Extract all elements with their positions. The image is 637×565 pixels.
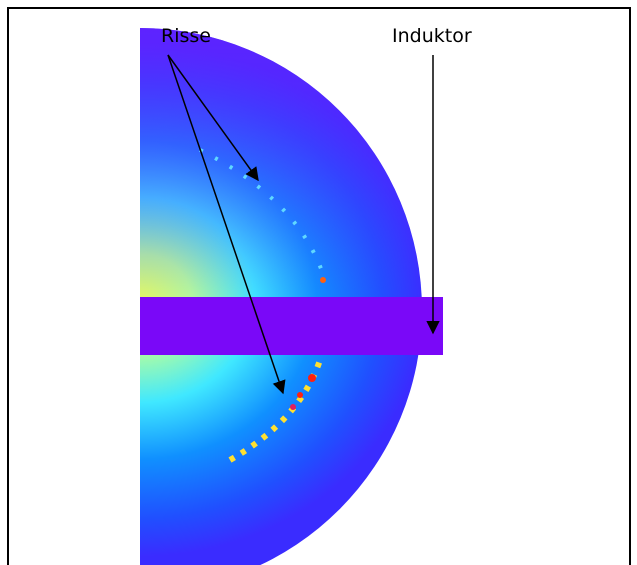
hotspot (320, 277, 326, 283)
hotspot (297, 392, 303, 398)
thermal-image (0, 28, 422, 565)
disk-shade (0, 28, 422, 565)
inductor-bar (140, 297, 443, 355)
hotspot (308, 374, 316, 382)
label-cracks: Risse (161, 25, 211, 47)
figure: Risse Induktor (0, 0, 637, 565)
label-inductor: Induktor (392, 25, 472, 47)
hotspot (290, 404, 296, 410)
